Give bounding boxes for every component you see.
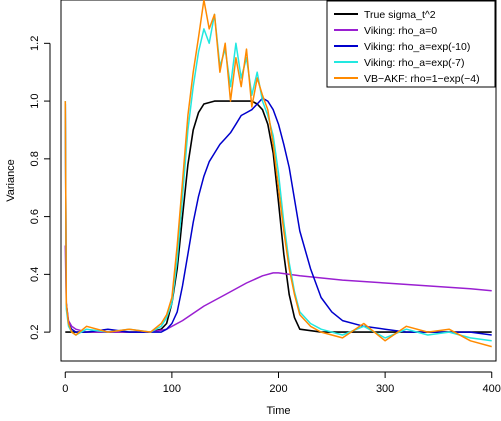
y-tick-label: 1.0 <box>29 93 41 108</box>
x-axis-title: Time <box>266 405 290 417</box>
series-layer <box>64 0 492 348</box>
legend-label: VB−AKF: rho=1−exp(−4) <box>364 73 480 85</box>
legend: True sigma_t^2 Viking: rho_a=0 Viking: rho… <box>326 0 496 88</box>
x-tick-label: 200 <box>269 383 287 395</box>
legend-label: Viking: rho_a=exp(-10) <box>364 41 470 53</box>
y-axis-title: Variance <box>5 159 17 202</box>
y-tick-label: 0.4 <box>29 267 41 282</box>
y-tick-label: 1.2 <box>29 36 41 51</box>
x-axis: 0 100 200 300 400 <box>62 371 501 395</box>
series-line-0 <box>65 100 492 333</box>
x-tick-label: 100 <box>163 383 181 395</box>
x-tick-label: 300 <box>376 383 394 395</box>
legend-label: True sigma_t^2 <box>364 9 436 21</box>
legend-box <box>326 0 496 88</box>
x-tick-label: 400 <box>483 383 501 395</box>
legend-label: Viking: rho_a=0 <box>364 25 437 37</box>
series-line-2 <box>64 97 492 336</box>
y-tick-label: 0.2 <box>29 324 41 339</box>
x-tick-label: 0 <box>62 383 68 395</box>
plot-frame <box>60 0 497 362</box>
series-line-1 <box>64 245 492 333</box>
y-tick-label: 0.6 <box>29 209 41 224</box>
y-tick-label: 0.8 <box>29 151 41 166</box>
series-line-4 <box>64 0 492 348</box>
y-axis: 0.2 0.4 0.6 0.8 1.0 1.2 <box>29 36 51 340</box>
legend-label: Viking: rho_a=exp(-7) <box>364 57 465 69</box>
